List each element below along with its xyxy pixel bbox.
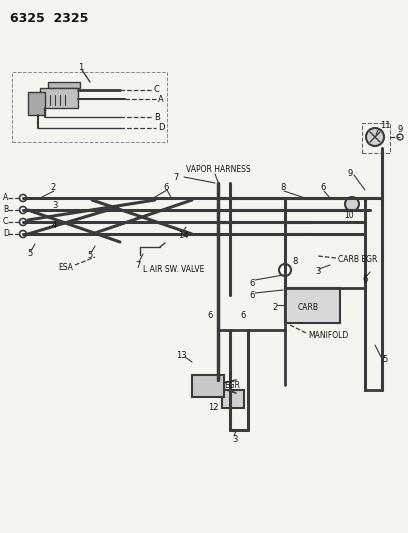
Text: A: A (158, 94, 164, 103)
Text: ESA: ESA (58, 263, 73, 272)
Bar (362, 123, 390, 153)
Text: B: B (3, 206, 8, 214)
Text: 9: 9 (397, 125, 402, 133)
Text: 5: 5 (382, 356, 387, 365)
Text: 2: 2 (50, 183, 55, 192)
Text: 2: 2 (272, 303, 277, 311)
Text: CARB: CARB (298, 303, 319, 311)
Text: 8: 8 (280, 183, 285, 192)
Text: B: B (154, 112, 160, 122)
Text: 5: 5 (87, 252, 92, 261)
Text: 3: 3 (315, 268, 320, 277)
Text: 14: 14 (178, 231, 188, 240)
Circle shape (20, 195, 27, 201)
Circle shape (20, 219, 27, 225)
Text: D: D (158, 124, 164, 133)
Text: MANIFOLD: MANIFOLD (308, 330, 348, 340)
Text: 6: 6 (249, 279, 254, 287)
Text: 6: 6 (163, 182, 169, 191)
Text: L AIR SW. VALVE: L AIR SW. VALVE (143, 265, 204, 274)
Text: 5: 5 (27, 249, 32, 259)
Text: A: A (3, 193, 8, 203)
Circle shape (397, 134, 403, 140)
Circle shape (279, 264, 291, 276)
Text: 3: 3 (232, 435, 237, 445)
Text: 9: 9 (348, 169, 353, 179)
Text: 6: 6 (320, 183, 325, 192)
Text: D: D (3, 230, 9, 238)
Text: 3: 3 (52, 201, 58, 211)
Text: 6: 6 (240, 311, 245, 319)
Text: 6325  2325: 6325 2325 (10, 12, 89, 25)
Text: 6: 6 (207, 311, 213, 319)
Text: C: C (154, 85, 160, 94)
Circle shape (345, 197, 359, 211)
Bar (192, 375, 224, 397)
Polygon shape (28, 92, 45, 115)
Polygon shape (40, 88, 78, 108)
Text: 6: 6 (362, 276, 367, 285)
Circle shape (20, 206, 27, 214)
Text: 10: 10 (344, 212, 354, 221)
Text: VAPOR HARNESS: VAPOR HARNESS (186, 166, 251, 174)
Text: C: C (3, 217, 8, 227)
Text: 1: 1 (78, 62, 83, 71)
Text: 12: 12 (208, 403, 219, 413)
Text: 11: 11 (380, 122, 390, 131)
Circle shape (20, 230, 27, 238)
Text: 7: 7 (135, 261, 140, 270)
Bar (12, 72, 167, 142)
Text: 4: 4 (52, 222, 57, 230)
Text: 13: 13 (176, 351, 186, 359)
Text: 6: 6 (249, 292, 254, 301)
Polygon shape (48, 82, 80, 88)
Circle shape (366, 128, 384, 146)
Bar (222, 390, 244, 408)
Text: CARB EGR: CARB EGR (338, 255, 377, 264)
Text: 7: 7 (173, 174, 178, 182)
Bar (285, 288, 340, 323)
Text: 8: 8 (292, 256, 297, 265)
Text: EGR: EGR (224, 381, 240, 390)
